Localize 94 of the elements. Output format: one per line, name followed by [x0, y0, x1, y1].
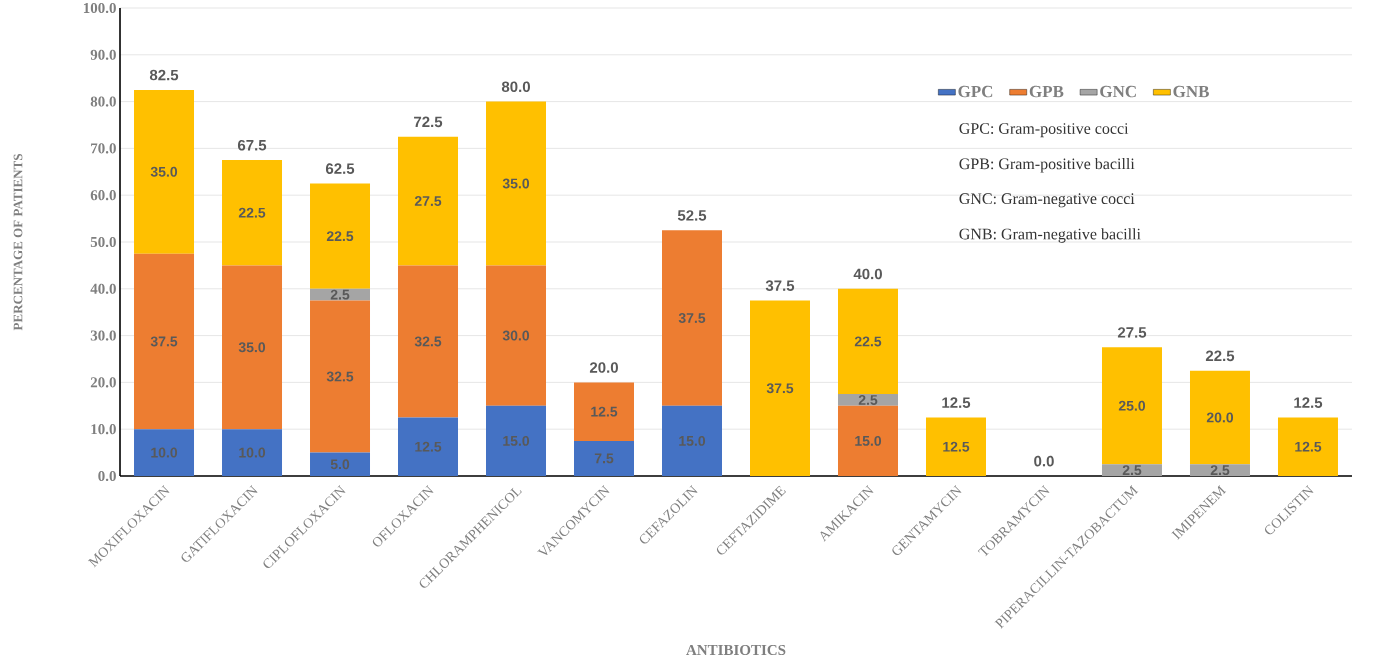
total-label: 22.5 — [1205, 350, 1235, 362]
total-label: 82.5 — [149, 69, 179, 81]
bar — [574, 382, 634, 441]
bar — [222, 429, 283, 476]
total-label: 12.5 — [1294, 397, 1323, 408]
bar — [1189, 370, 1250, 465]
data-label: 32.5 — [414, 336, 442, 347]
data-label: 7.5 — [594, 453, 614, 464]
bar — [574, 440, 634, 476]
bar — [838, 288, 898, 395]
data-label: 30.0 — [502, 330, 530, 341]
bar — [838, 394, 898, 406]
data-label: 15.0 — [679, 435, 706, 446]
data-label: 2.5 — [858, 394, 878, 405]
data-label: 12.5 — [415, 441, 442, 452]
data-label: 10.0 — [151, 447, 178, 458]
total-label: 62.5 — [325, 163, 355, 174]
data-label: 12.5 — [943, 441, 970, 452]
x-axis-title: ANTIBIOTICS — [686, 644, 786, 656]
data-label: 37.5 — [150, 336, 178, 347]
y-tick-label: 60.0 — [90, 190, 116, 201]
total-label: 40.0 — [853, 268, 882, 280]
annotation: GNC: Gram-negative cocci — [959, 193, 1135, 208]
data-label: 22.5 — [326, 231, 354, 242]
data-label: 22.5 — [854, 336, 882, 347]
y-tick-label: 40.0 — [90, 283, 116, 294]
y-tick-label: 0.0 — [98, 470, 116, 482]
data-label: 12.5 — [1295, 441, 1322, 452]
legend-label: GPB — [1029, 85, 1064, 98]
bar — [1277, 417, 1338, 476]
data-label: 35.0 — [150, 166, 178, 177]
data-label: 2.5 — [1210, 465, 1230, 476]
y-tick-label: 80.0 — [90, 96, 116, 107]
y-axis-title: PERCENTAGE OF PATIENTS — [13, 154, 23, 331]
bar — [1101, 464, 1162, 476]
y-tick-label: 50.0 — [90, 236, 116, 248]
data-label: 20.0 — [1206, 412, 1234, 423]
data-label: 15.0 — [855, 435, 882, 446]
annotation: GNB: Gram-negative bacilli — [959, 228, 1141, 243]
total-label: 12.5 — [942, 397, 971, 408]
data-label: 2.5 — [1122, 465, 1142, 476]
total-label: 37.5 — [765, 280, 795, 291]
bar — [134, 253, 195, 430]
bar — [926, 417, 986, 476]
legend-label: GNC — [1100, 85, 1136, 98]
data-label: 5.0 — [330, 459, 350, 470]
data-label: 12.5 — [591, 406, 618, 417]
data-label: 2.5 — [330, 289, 350, 300]
data-label: 22.5 — [238, 207, 266, 218]
bar — [1189, 464, 1250, 476]
data-label: 32.5 — [326, 371, 354, 382]
legend-label: GNB — [1173, 85, 1209, 98]
data-label: 15.0 — [503, 435, 530, 446]
total-label: 0.0 — [1034, 455, 1054, 467]
bar — [222, 265, 283, 430]
bar — [486, 405, 546, 476]
total-label: 52.5 — [677, 210, 707, 221]
data-label: 37.5 — [766, 383, 794, 394]
y-tick-label: 20.0 — [90, 377, 116, 388]
data-label: 37.5 — [678, 313, 706, 323]
data-label: 25.0 — [1118, 400, 1146, 411]
data-label: 10.0 — [239, 447, 266, 458]
y-tick-label: 10.0 — [91, 424, 116, 435]
bar — [398, 136, 459, 266]
legend-label: GPC — [958, 85, 993, 98]
data-label: 27.5 — [414, 196, 442, 206]
data-label: 35.0 — [502, 178, 530, 189]
total-label: 20.0 — [589, 362, 618, 373]
data-label: 35.0 — [238, 342, 266, 353]
bar — [662, 230, 722, 406]
bar — [398, 417, 459, 476]
total-label: 80.0 — [501, 81, 530, 93]
total-label: 27.5 — [1117, 327, 1147, 338]
bar — [838, 405, 898, 476]
total-label: 67.5 — [237, 139, 267, 151]
annotation: GPB: Gram-positive bacilli — [959, 157, 1135, 173]
y-tick-label: 100.0 — [83, 2, 116, 14]
y-tick-label: 30.0 — [90, 330, 116, 341]
bar — [1101, 347, 1162, 465]
bar — [398, 265, 459, 418]
total-label: 72.5 — [414, 116, 443, 128]
bar — [310, 300, 371, 453]
bar — [486, 101, 546, 266]
bar — [310, 183, 371, 289]
bar — [134, 89, 195, 254]
annotation: GPC: Gram-positive cocci — [959, 123, 1129, 138]
y-tick-label: 70.0 — [91, 143, 116, 154]
bar — [134, 429, 195, 476]
y-tick-label: 90.0 — [90, 49, 116, 60]
bar — [222, 160, 283, 266]
bar — [662, 405, 722, 476]
bar — [486, 265, 546, 406]
bar — [310, 452, 371, 476]
bar — [750, 300, 810, 476]
